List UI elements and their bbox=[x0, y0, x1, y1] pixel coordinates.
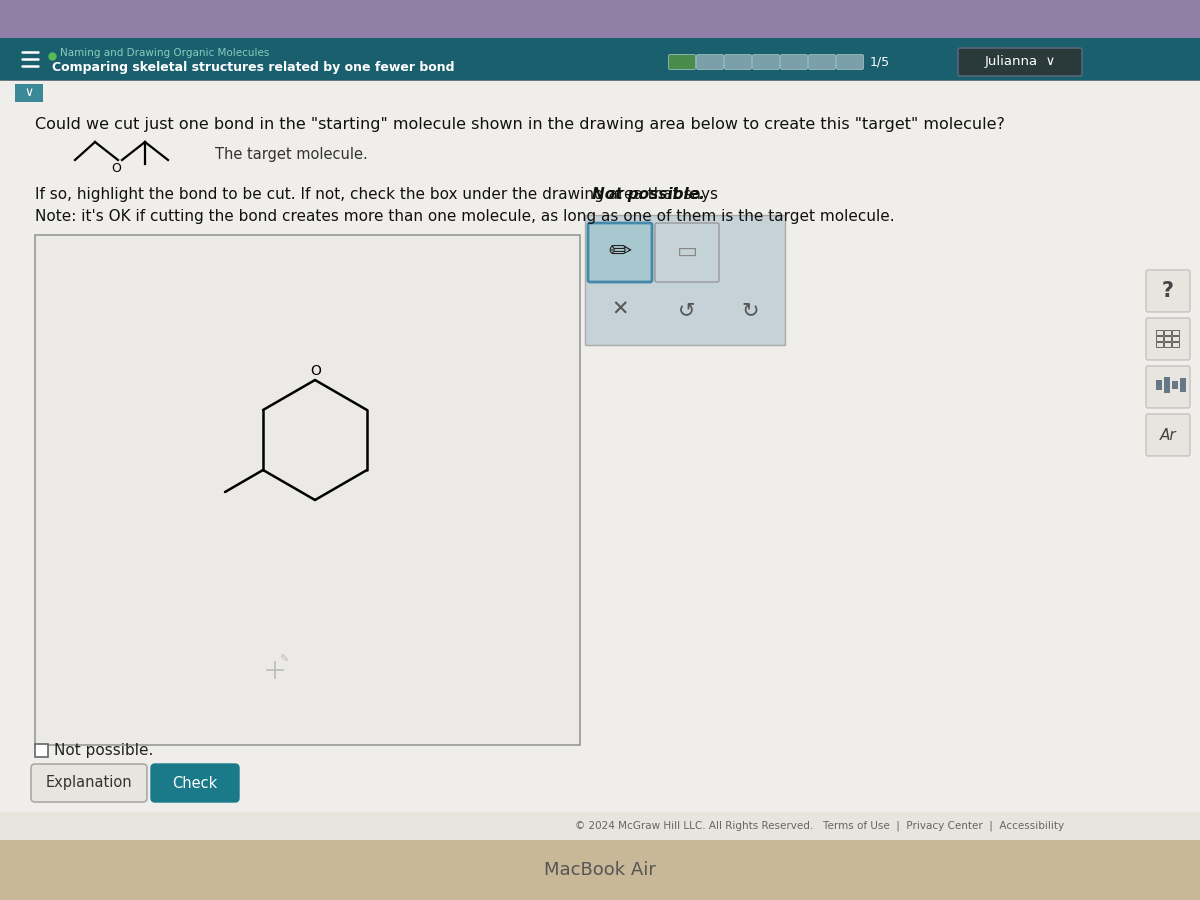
Text: ✕: ✕ bbox=[611, 300, 629, 320]
Text: ?: ? bbox=[1162, 281, 1174, 301]
Bar bbox=[1172, 330, 1178, 335]
Text: Not possible.: Not possible. bbox=[592, 186, 704, 202]
Text: Explanation: Explanation bbox=[46, 776, 132, 790]
Text: Check: Check bbox=[173, 776, 217, 790]
Bar bbox=[1156, 330, 1163, 335]
Text: If so, highlight the bond to be cut. If not, check the box under the drawing are: If so, highlight the bond to be cut. If … bbox=[35, 186, 722, 202]
Bar bbox=[1172, 342, 1178, 347]
Text: ∨: ∨ bbox=[24, 86, 34, 100]
Bar bbox=[1164, 330, 1171, 335]
Bar bbox=[1156, 336, 1163, 341]
Text: MacBook Air: MacBook Air bbox=[544, 861, 656, 879]
Text: O: O bbox=[311, 364, 322, 378]
Text: ↻: ↻ bbox=[742, 300, 758, 320]
FancyBboxPatch shape bbox=[780, 55, 808, 69]
FancyBboxPatch shape bbox=[809, 55, 835, 69]
Bar bbox=[586, 215, 785, 345]
FancyBboxPatch shape bbox=[1146, 318, 1190, 360]
Text: ↺: ↺ bbox=[678, 300, 696, 320]
Text: Note: it's OK if cutting the bond creates more than one molecule, as long as one: Note: it's OK if cutting the bond create… bbox=[35, 209, 895, 223]
FancyBboxPatch shape bbox=[696, 55, 724, 69]
Text: Ar: Ar bbox=[1159, 428, 1176, 443]
Text: Naming and Drawing Organic Molecules: Naming and Drawing Organic Molecules bbox=[60, 48, 269, 58]
Bar bbox=[14, 84, 43, 102]
Bar bbox=[0, 0, 1200, 38]
Text: ✏: ✏ bbox=[608, 238, 631, 266]
Bar bbox=[35, 235, 580, 745]
Bar bbox=[0, 840, 1200, 900]
Bar bbox=[1164, 377, 1170, 393]
FancyBboxPatch shape bbox=[1146, 366, 1190, 408]
Text: Julianna  ∨: Julianna ∨ bbox=[984, 56, 1056, 68]
Text: The target molecule.: The target molecule. bbox=[215, 148, 367, 163]
Text: 1/5: 1/5 bbox=[870, 56, 890, 68]
Bar bbox=[1172, 336, 1178, 341]
Text: Comparing skeletal structures related by one fewer bond: Comparing skeletal structures related by… bbox=[52, 60, 455, 74]
Text: ✎: ✎ bbox=[280, 655, 289, 665]
Text: ▭: ▭ bbox=[677, 242, 697, 262]
Bar bbox=[0, 812, 1200, 840]
Text: Not possible.: Not possible. bbox=[54, 742, 154, 758]
Bar bbox=[1180, 378, 1186, 392]
Bar bbox=[1164, 336, 1171, 341]
FancyBboxPatch shape bbox=[836, 55, 864, 69]
FancyBboxPatch shape bbox=[31, 764, 148, 802]
FancyBboxPatch shape bbox=[668, 55, 696, 69]
FancyBboxPatch shape bbox=[958, 48, 1082, 76]
Text: Could we cut just one bond in the "starting" molecule shown in the drawing area : Could we cut just one bond in the "start… bbox=[35, 116, 1004, 131]
Bar bbox=[1156, 342, 1163, 347]
Text: © 2024 McGraw Hill LLC. All Rights Reserved.   Terms of Use  |  Privacy Center  : © 2024 McGraw Hill LLC. All Rights Reser… bbox=[576, 821, 1064, 832]
FancyBboxPatch shape bbox=[752, 55, 780, 69]
Bar bbox=[0, 38, 1200, 80]
FancyBboxPatch shape bbox=[1146, 414, 1190, 456]
FancyBboxPatch shape bbox=[588, 223, 652, 282]
Bar bbox=[1172, 381, 1178, 389]
FancyBboxPatch shape bbox=[1146, 270, 1190, 312]
FancyBboxPatch shape bbox=[725, 55, 751, 69]
Bar bbox=[0, 80, 1200, 840]
Bar bbox=[1156, 380, 1162, 390]
Text: O: O bbox=[112, 162, 121, 175]
Bar bbox=[1164, 342, 1171, 347]
Bar bbox=[35, 744, 48, 757]
FancyBboxPatch shape bbox=[655, 223, 719, 282]
FancyBboxPatch shape bbox=[151, 764, 239, 802]
